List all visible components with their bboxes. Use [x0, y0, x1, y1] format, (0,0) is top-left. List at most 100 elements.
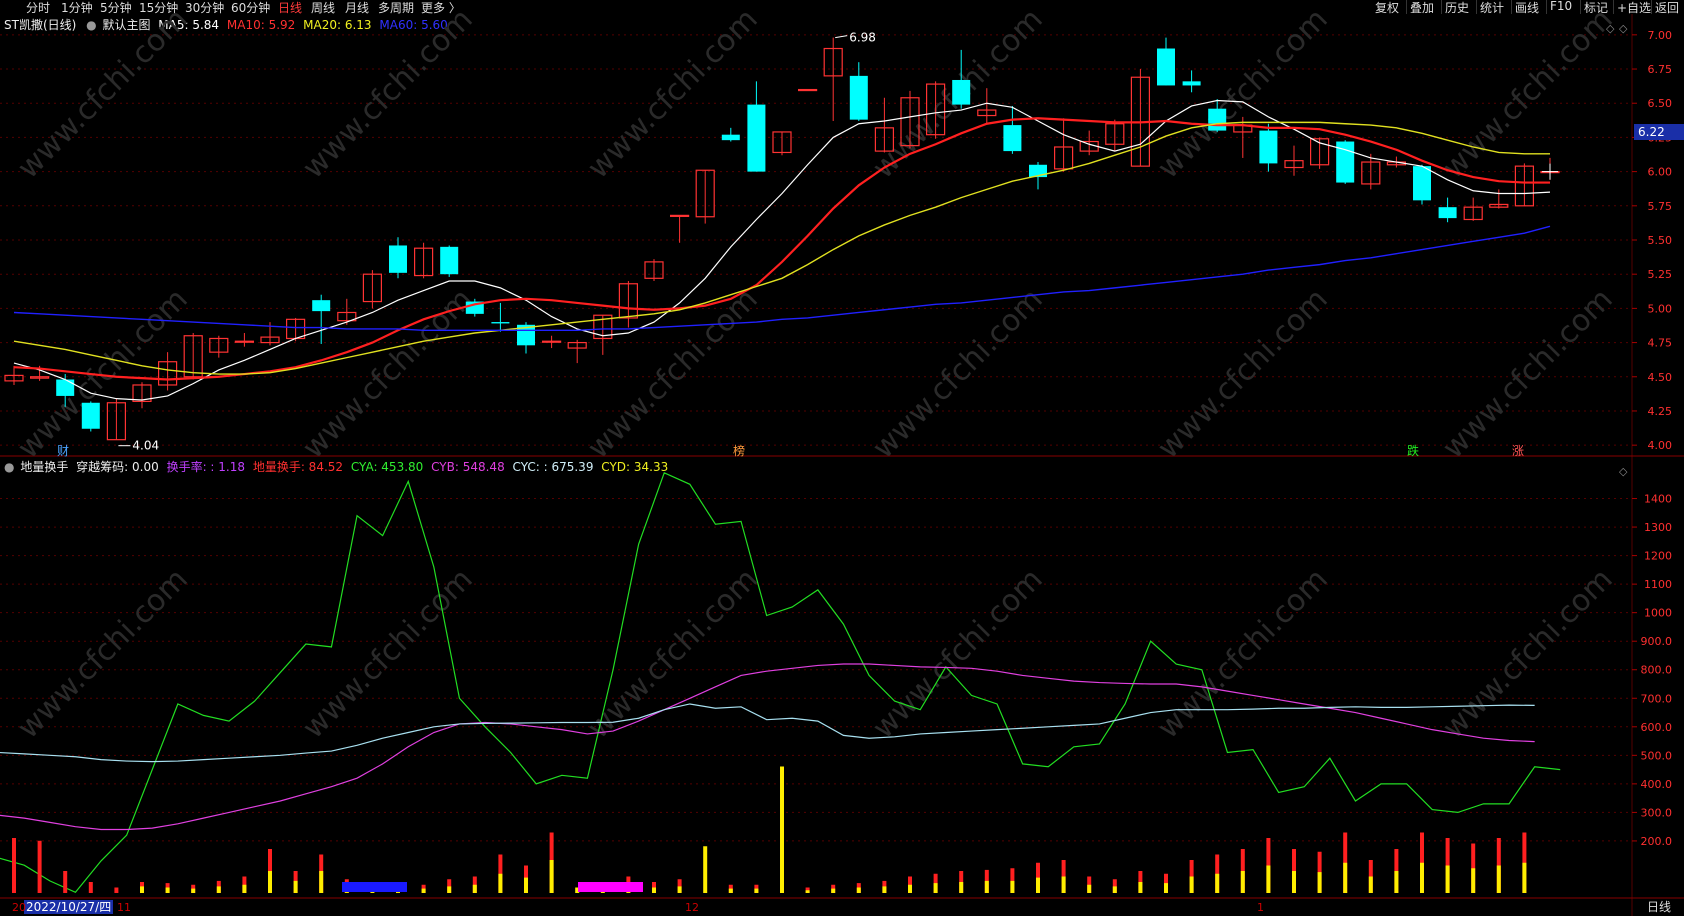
tool-button-0[interactable]: 复权: [1375, 1, 1400, 15]
candle-body: [389, 245, 407, 273]
watermark: www.cfchi.com: [1436, 562, 1620, 746]
candle-body: [1157, 48, 1175, 86]
x-axis-label: 1: [1257, 901, 1264, 914]
turnover-bar: [984, 880, 989, 893]
watermark: www.cfchi.com: [1436, 2, 1620, 186]
period-tab-2[interactable]: 5分钟: [100, 1, 132, 15]
turnover-bar: [959, 882, 964, 893]
ma10-label: MA10: 5.92: [226, 18, 296, 32]
toolbar-separator: [1613, 0, 1614, 14]
period-button[interactable]: 日线: [1646, 900, 1671, 914]
candle-body: [158, 361, 178, 386]
indicator-tick-label: 1200: [1644, 550, 1672, 563]
ma-line-ma20: [13, 121, 1550, 375]
candle-body: [106, 402, 127, 441]
period-tab-0[interactable]: 分时: [26, 1, 51, 15]
toolbar-separator: [1511, 0, 1512, 14]
candle-body: [362, 273, 382, 303]
turnover-bar: [754, 888, 759, 893]
candle-body: [234, 340, 254, 343]
ma-line-ma60: [13, 225, 1551, 331]
toolbar-separator: [1580, 0, 1581, 14]
candle-body: [1182, 81, 1201, 86]
candle-body: [440, 246, 459, 275]
toolbar-separator: [1651, 0, 1652, 14]
candle-body: [644, 261, 664, 279]
turnover-label: 换手率: : 1.18: [166, 460, 245, 474]
tool-button-8[interactable]: 返回: [1655, 1, 1680, 15]
turnover-bar: [114, 887, 119, 893]
x-axis-label: 12: [685, 901, 699, 914]
turnover-bar: [1445, 865, 1450, 893]
stock-title[interactable]: ST凯撒(日线): [4, 18, 77, 32]
price-tick-label: 7.00: [1648, 29, 1673, 42]
period-tab-4[interactable]: 30分钟: [185, 1, 225, 15]
candle-body: [81, 402, 100, 429]
event-marker[interactable]: 榜: [733, 444, 746, 458]
ma60-label: MA60: 5.60: [379, 18, 448, 32]
period-tab-6[interactable]: 日线: [278, 1, 303, 15]
candle-body: [1003, 125, 1022, 152]
period-tab-3[interactable]: 15分钟: [139, 1, 179, 15]
price-tick-label: 4.00: [1648, 439, 1673, 452]
turnover-bar: [1164, 883, 1168, 893]
event-marker[interactable]: 财: [57, 444, 70, 458]
candle-body: [849, 75, 868, 120]
turnover-bar: [1420, 862, 1424, 893]
candle-body: [1514, 165, 1535, 207]
collapse-icon: ◇: [1606, 22, 1615, 35]
candle-body: [1259, 130, 1278, 164]
toolbar-separator: [1441, 0, 1442, 14]
cursor-date: 2022/10/27/四: [24, 900, 114, 914]
turnover-bar: [805, 890, 810, 893]
candle-body: [1309, 138, 1330, 166]
tool-button-4[interactable]: 画线: [1515, 1, 1540, 15]
turnover-bar: [882, 886, 887, 893]
period-tab-1[interactable]: 1分钟: [61, 1, 93, 15]
template-name[interactable]: 默认主图: [102, 18, 151, 32]
turnover-bar: [575, 887, 580, 893]
candle-body: [1489, 203, 1509, 208]
tool-button-6[interactable]: 标记: [1584, 1, 1609, 15]
tool-button-5[interactable]: F10: [1550, 0, 1573, 13]
candle-body: [541, 340, 562, 343]
signal-zone-blue: [342, 882, 407, 892]
indicator-tick-label: 1000: [1644, 607, 1672, 620]
candle-body: [312, 300, 331, 312]
period-tab-10[interactable]: 更多 〉: [421, 1, 461, 15]
candle-body: [1463, 206, 1483, 221]
price-tick-label: 5.25: [1648, 268, 1673, 281]
event-marker[interactable]: 涨: [1512, 444, 1525, 458]
period-tab-7[interactable]: 周线: [311, 1, 336, 15]
period-tab-5[interactable]: 60分钟: [231, 1, 271, 15]
indicator-title[interactable]: 地量换手: [20, 460, 69, 474]
period-tab-9[interactable]: 多周期: [378, 1, 415, 15]
period-toolbar: 分时 1分钟 5分钟 15分钟 30分钟 60分钟 日线 周线 月线 多周期 更多 〉 复权 叠加 历史统…: [0, 0, 1684, 15]
cyc-label: CYC: : 675.39: [512, 460, 594, 474]
period-tab-8[interactable]: 月线: [345, 1, 370, 15]
candle-body: [823, 47, 843, 77]
tool-button-3[interactable]: 统计: [1480, 1, 1505, 15]
tool-button-7[interactable]: +自选: [1617, 1, 1652, 15]
candle-body: [1438, 207, 1457, 219]
turnover-bar: [37, 840, 42, 893]
settings-icon[interactable]: ●: [4, 460, 15, 474]
turnover-bar: [933, 883, 938, 893]
watermark: www.cfchi.com: [296, 562, 480, 746]
candle-body: [56, 379, 75, 396]
settings-icon[interactable]: ●: [86, 18, 97, 32]
event-marker[interactable]: 跌: [1407, 444, 1420, 458]
turnover-bar: [728, 888, 733, 893]
candle-body: [414, 247, 434, 277]
turnover-bar: [498, 873, 503, 893]
turnover-bar: [1215, 873, 1220, 893]
candle-body: [1029, 164, 1047, 178]
turnover-bar: [293, 880, 298, 893]
candle-body: [797, 88, 818, 92]
tool-button-1[interactable]: 叠加: [1410, 1, 1435, 15]
price-tick-label: 6.50: [1648, 97, 1673, 110]
turnover-bar: [447, 879, 452, 893]
tool-button-2[interactable]: 历史: [1445, 1, 1470, 15]
turnover-bar: [1138, 882, 1143, 893]
